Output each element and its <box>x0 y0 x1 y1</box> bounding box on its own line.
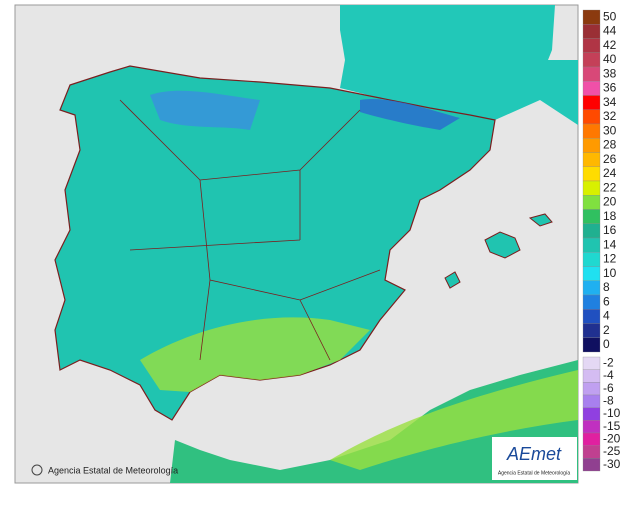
legend-swatch <box>582 152 601 167</box>
legend-swatch <box>582 252 601 267</box>
legend-swatch <box>582 38 601 53</box>
legend-label: 4 <box>603 309 610 323</box>
legend-swatch <box>582 24 601 39</box>
legend-swatch <box>582 95 601 110</box>
legend-swatch <box>582 237 601 253</box>
legend-label: 6 <box>603 294 610 308</box>
legend-swatch <box>582 66 601 82</box>
legend-label: -20 <box>603 432 621 446</box>
copyright-icon <box>31 464 43 476</box>
province-borders <box>119 99 381 361</box>
legend-label: 38 <box>603 66 617 80</box>
legend-swatch <box>582 266 601 281</box>
legend-label: 12 <box>603 252 617 266</box>
legend-swatch <box>582 394 601 408</box>
logo-subtitle: Agencia Estatal de Meteorología <box>498 470 570 476</box>
menorca <box>528 213 553 227</box>
legend-swatch <box>582 420 601 434</box>
africa-warm <box>330 370 578 470</box>
legend-swatch <box>582 356 601 370</box>
legend-swatch <box>582 109 601 125</box>
cold-pyrenees <box>360 99 460 130</box>
legend-label: 42 <box>603 38 617 52</box>
legend-swatch <box>582 445 601 459</box>
legend-label: 22 <box>603 180 617 194</box>
legend-swatch <box>582 280 601 296</box>
legend-label: 34 <box>603 95 617 109</box>
logo-box <box>492 437 577 480</box>
legend-swatch <box>582 382 601 396</box>
legend-label: 44 <box>603 24 617 38</box>
ibiza <box>444 271 461 289</box>
legend-label: 36 <box>603 81 617 95</box>
legend-swatch <box>582 52 601 68</box>
legend-swatch <box>582 195 601 210</box>
legend: 5044424038363432302826242220181614121086… <box>582 9 621 472</box>
legend-swatch <box>582 223 601 239</box>
legend-swatch <box>582 407 601 421</box>
france <box>340 5 578 125</box>
legend-label: -4 <box>603 368 614 382</box>
mallorca <box>484 231 521 259</box>
legend-label: 26 <box>603 152 617 166</box>
legend-label: 28 <box>603 138 617 152</box>
legend-swatch <box>582 294 601 310</box>
legend-label: 32 <box>603 109 617 123</box>
legend-label: 16 <box>603 223 617 237</box>
legend-swatch <box>582 432 601 446</box>
legend-swatch <box>582 81 601 96</box>
legend-swatch <box>582 166 601 182</box>
legend-label: -10 <box>603 406 621 420</box>
legend-swatch <box>582 337 601 353</box>
legend-label: 2 <box>603 323 610 337</box>
cold-north <box>150 90 260 130</box>
legend-label: 8 <box>603 280 610 294</box>
logo-name: AEmet <box>506 444 562 464</box>
warm-south <box>140 317 370 392</box>
legend-swatch <box>582 180 601 196</box>
legend-label: 10 <box>603 266 617 280</box>
legend-label: 50 <box>603 9 617 23</box>
legend-swatch <box>582 138 601 153</box>
legend-swatch <box>582 309 601 324</box>
legend-label: -6 <box>603 381 614 395</box>
legend-label: -30 <box>603 457 621 471</box>
legend-label: 24 <box>603 166 617 180</box>
legend-swatch <box>582 209 601 224</box>
legend-swatch <box>582 9 601 25</box>
legend-swatch <box>582 369 601 383</box>
legend-swatch <box>582 323 601 338</box>
legend-label: 20 <box>603 195 617 209</box>
legend-label: 30 <box>603 123 617 137</box>
legend-label: -2 <box>603 356 614 370</box>
legend-label: -8 <box>603 394 614 408</box>
legend-label: 14 <box>603 237 617 251</box>
legend-label: -15 <box>603 419 621 433</box>
legend-label: 0 <box>603 337 610 351</box>
legend-label: 18 <box>603 209 617 223</box>
legend-label: -25 <box>603 444 621 458</box>
legend-swatch <box>582 123 601 139</box>
africa <box>170 360 578 483</box>
legend-label: 40 <box>603 52 617 66</box>
credit: Agencia Estatal de Meteorología <box>48 465 178 475</box>
legend-swatch <box>582 458 601 472</box>
